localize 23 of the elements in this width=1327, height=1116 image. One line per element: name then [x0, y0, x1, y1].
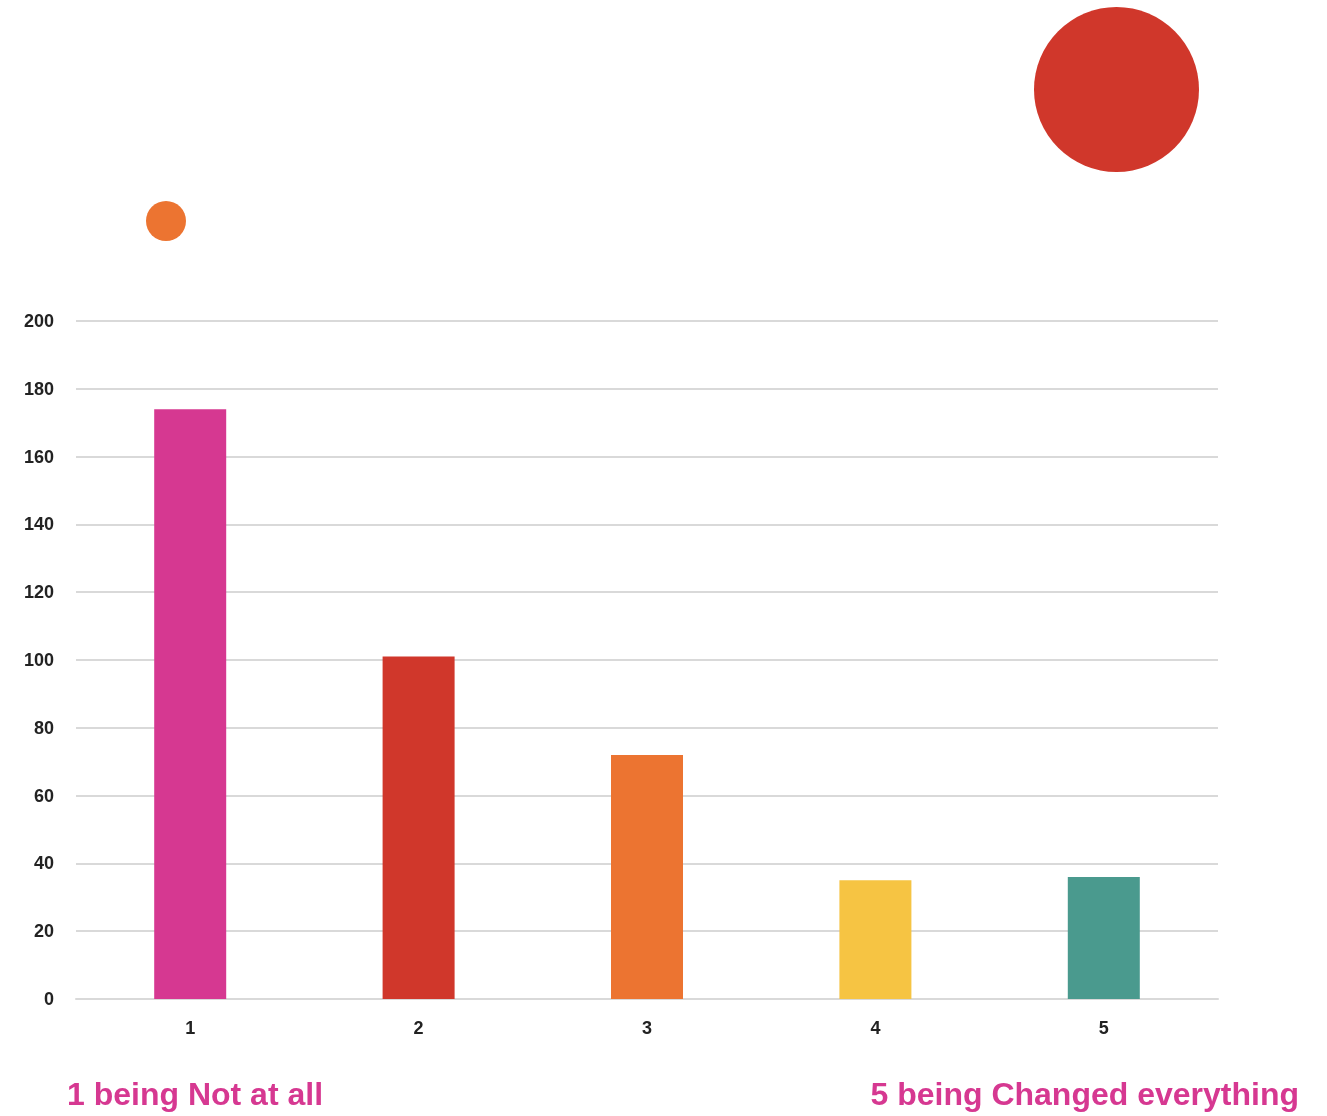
y-tick-label: 180: [23, 378, 54, 399]
x-tick-label: 1: [185, 1018, 196, 1038]
bar: [154, 409, 227, 999]
y-tick-label: 80: [33, 717, 54, 738]
bar: [839, 880, 912, 999]
bar: [382, 656, 455, 999]
x-tick-label: 5: [1098, 1018, 1109, 1038]
y-tick-label: 20: [33, 921, 54, 942]
bar: [611, 754, 683, 999]
y-tick-label: 40: [33, 853, 54, 874]
text: 5 being Changed everything: [870, 1076, 1299, 1113]
y-tick-label: 60: [33, 785, 54, 806]
bar: [1067, 876, 1140, 999]
y-tick-label: 160: [23, 446, 54, 467]
x-tick-label: 3: [641, 1018, 653, 1038]
y-tick-label: 120: [23, 582, 54, 603]
x-tick-label: 4: [870, 1018, 881, 1038]
text: 1 being Not at all: [67, 1076, 324, 1113]
x-tick-label: 2: [413, 1018, 424, 1038]
y-tick-label: 100: [23, 650, 54, 670]
y-tick-label: 200: [23, 311, 54, 331]
y-tick-label: 140: [23, 514, 54, 535]
y-tick-label: 0: [43, 989, 54, 1009]
